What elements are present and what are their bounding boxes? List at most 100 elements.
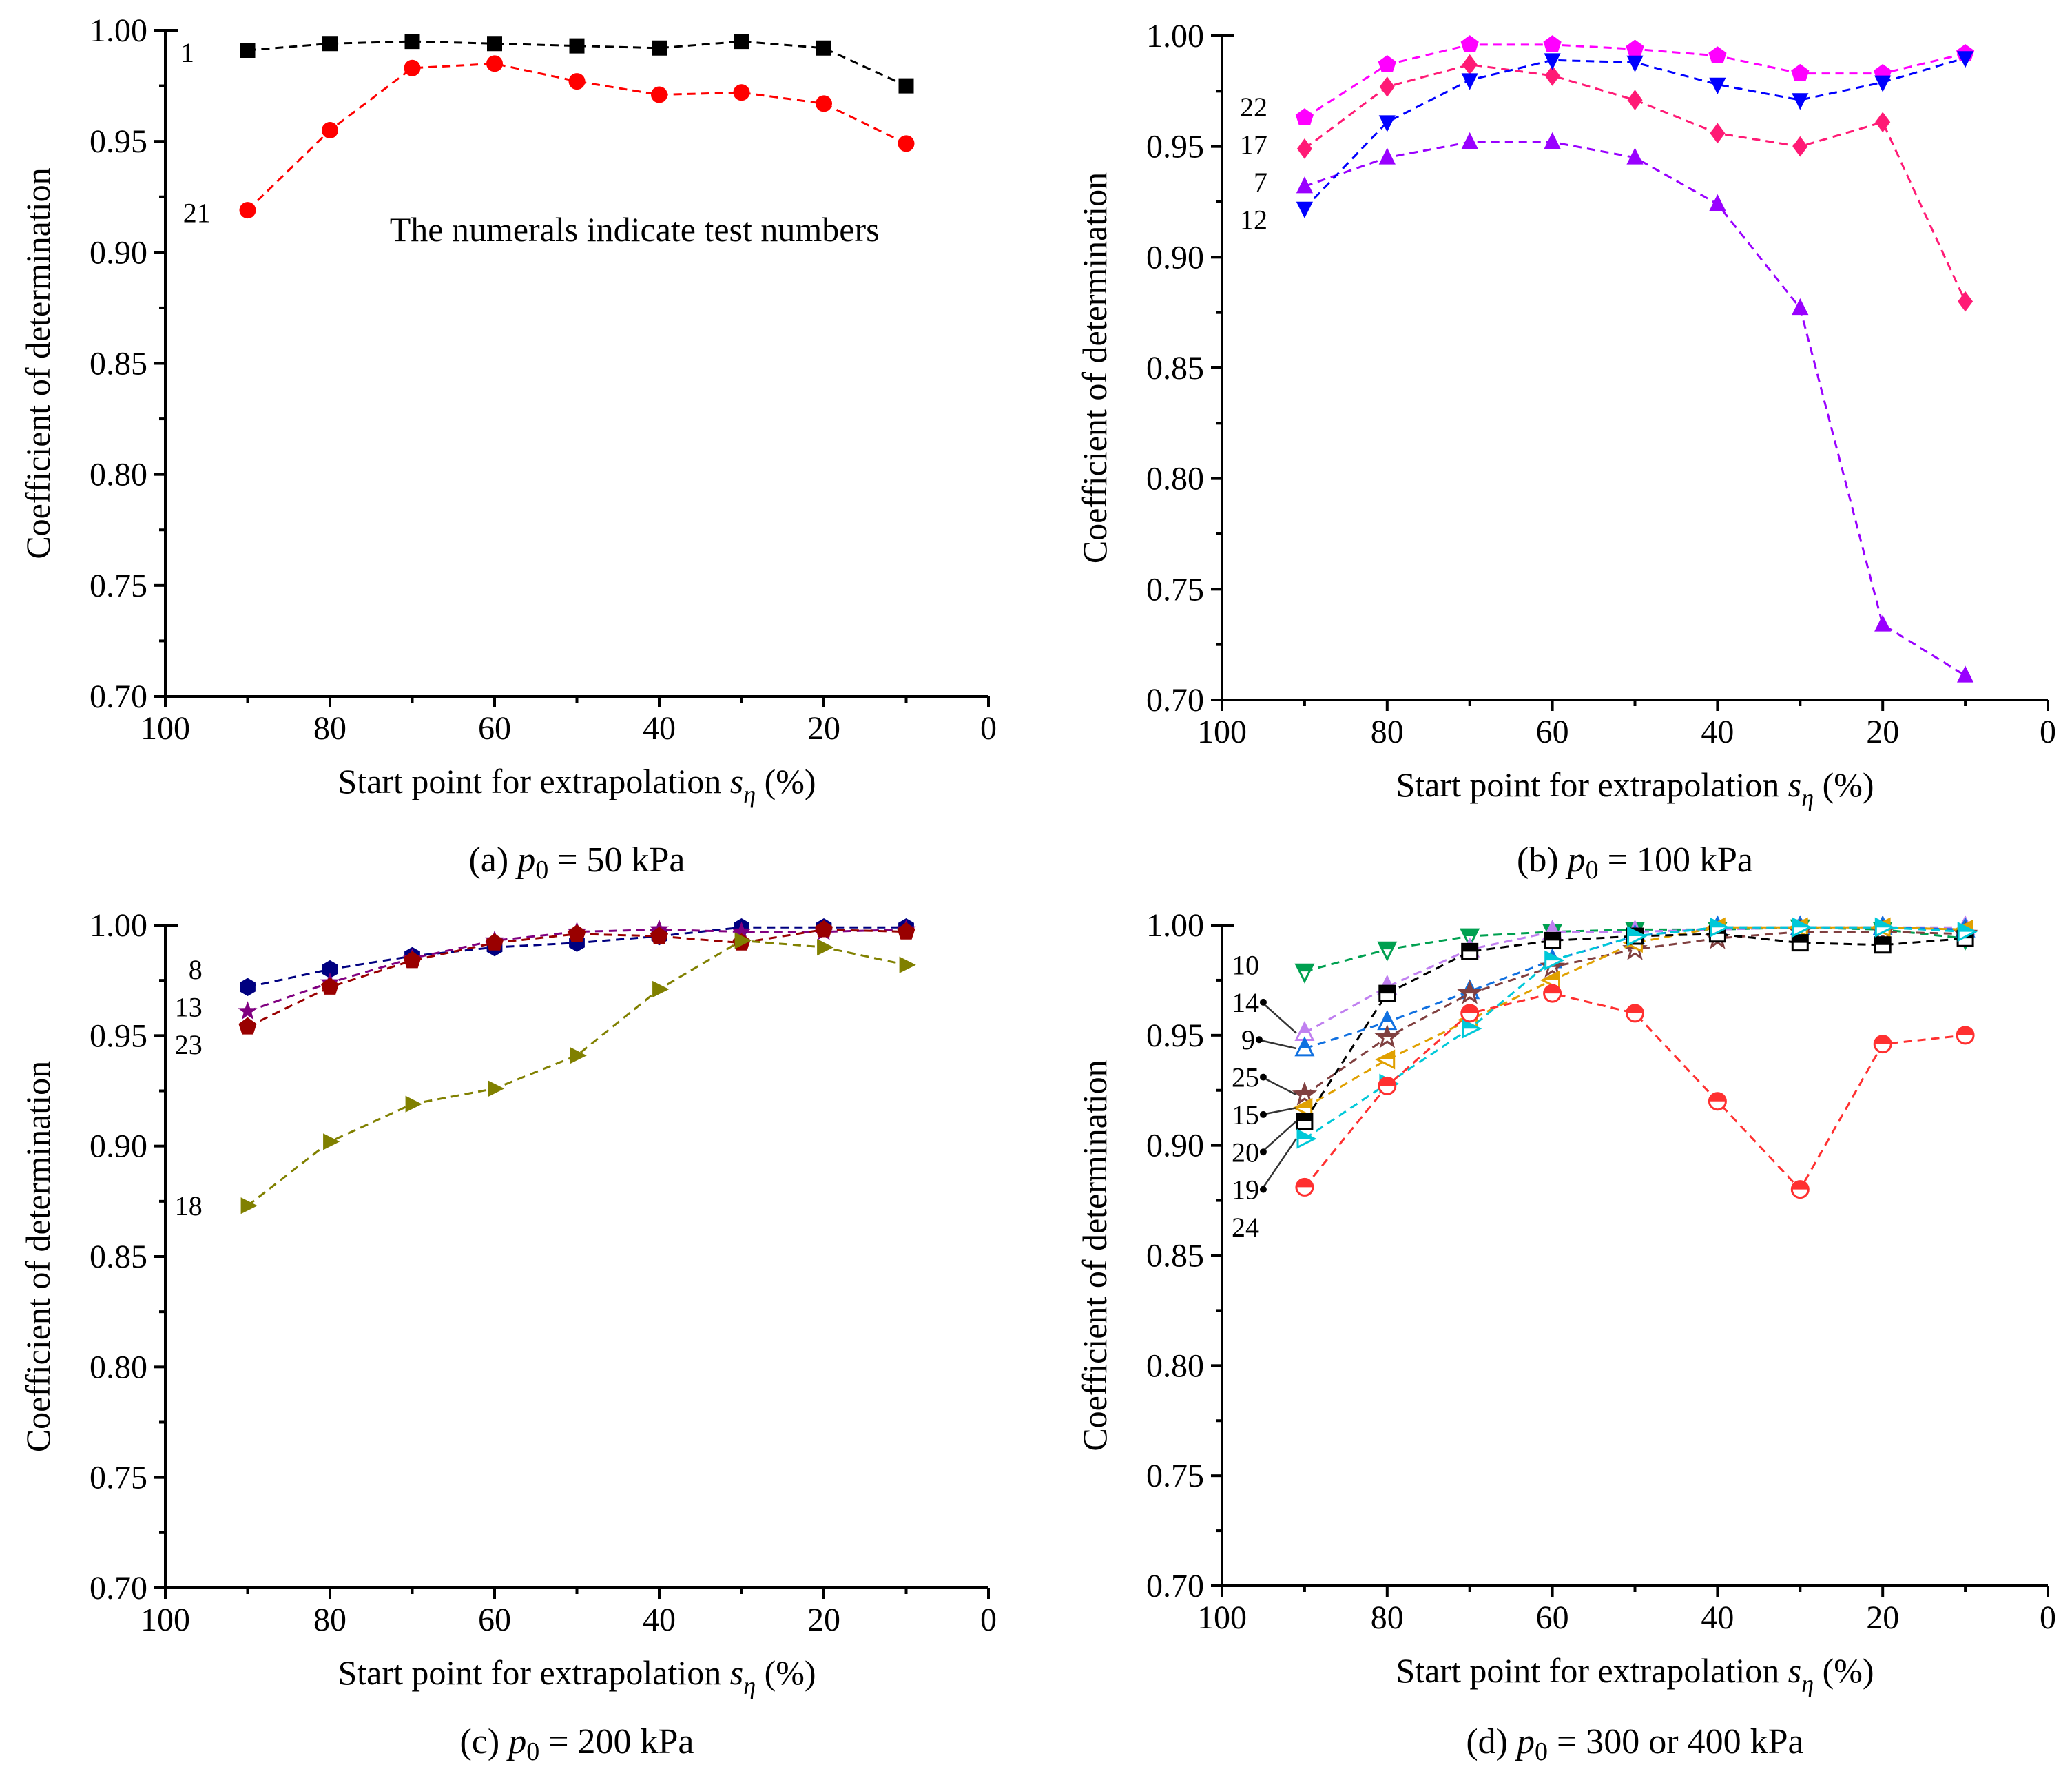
y-tick-label: 0.85 (90, 346, 147, 382)
series-line (1303, 56, 1966, 209)
data-point (732, 921, 752, 940)
data-point (1296, 201, 1313, 218)
caption-var: p (515, 840, 535, 880)
y-tick-label: 0.85 (1146, 350, 1204, 386)
data-point (1875, 112, 1891, 133)
data-point-half (1547, 922, 1557, 932)
y-tick-label: 0.80 (90, 1349, 147, 1385)
x-axis-label-sub: η (743, 780, 756, 808)
y-tick-label: 0.95 (90, 1017, 147, 1054)
data-point (403, 951, 422, 969)
data-point-half (1709, 1093, 1726, 1102)
x-tick-label: 20 (1866, 714, 1899, 750)
test-number-label: 10 (1232, 950, 1259, 981)
y-tick-label: 0.75 (1146, 571, 1204, 608)
x-axis-label-unit: (%) (756, 762, 816, 800)
x-axis-label-var: s (730, 762, 743, 800)
data-point (1958, 291, 1973, 312)
data-point (734, 34, 749, 50)
test-number-label: 15 (1232, 1099, 1259, 1130)
data-point (1709, 77, 1726, 94)
caption-sub: 0 (1586, 856, 1599, 885)
test-number-label: 17 (1240, 129, 1267, 160)
x-axis-label-unit: (%) (1814, 765, 1874, 804)
data-point (1543, 35, 1562, 52)
data-point-half (1957, 1026, 1974, 1035)
data-point-half (1460, 983, 1480, 994)
x-axis-label-text: Start point for extrapolation (338, 762, 729, 800)
data-point (1460, 35, 1479, 52)
y-tick-label: 0.75 (1146, 1458, 1204, 1494)
test-number-label: 18 (175, 1190, 203, 1221)
panel-a: 0.70 0.75 0.80 0.85 0.90 0.95 1.00 100 80 60 40 20 0… (19, 12, 997, 885)
y-tick-label: 1.00 (90, 907, 147, 944)
data-point (1378, 55, 1396, 72)
y-tick-label: 0.90 (1146, 1128, 1204, 1164)
x-tick-label: 0 (2040, 714, 2056, 750)
caption-rest: = 300 or 400 kPa (1548, 1722, 1804, 1761)
series-line (247, 939, 906, 1207)
test-number-label: 25 (1232, 1062, 1259, 1093)
data-point (1874, 75, 1892, 92)
label-arrow (1257, 1039, 1297, 1050)
data-point (1462, 54, 1478, 75)
data-point (485, 933, 504, 951)
x-axis-label-unit: (%) (756, 1653, 816, 1692)
data-point-half (1626, 1004, 1644, 1013)
x-tick-label: 0 (980, 710, 997, 747)
data-point-half (1874, 1035, 1892, 1044)
data-point (238, 1001, 258, 1020)
data-point (1874, 614, 1892, 632)
y-tick-label: 0.90 (1146, 239, 1204, 276)
series-line (1304, 926, 1966, 1140)
data-point (570, 1047, 587, 1064)
x-tick-label: 80 (1371, 714, 1404, 750)
data-point (1709, 194, 1726, 211)
label-arrow (1261, 1138, 1297, 1190)
test-number-label: 23 (175, 1029, 203, 1060)
data-point (488, 1080, 505, 1097)
data-point (238, 1017, 257, 1035)
series-14: 14 (1232, 915, 1976, 1041)
caption-var: p (506, 1722, 526, 1761)
data-point (1792, 136, 1808, 157)
data-point (1957, 665, 1974, 683)
label-arrow (1261, 1120, 1297, 1153)
series-line (1304, 141, 1966, 676)
test-number-label: 20 (1232, 1137, 1259, 1168)
series-8: 8 (189, 918, 914, 996)
data-point (651, 86, 667, 103)
x-axis-label-text: Start point for extrapolation (1396, 765, 1788, 804)
caption-var: p (1514, 1722, 1535, 1761)
data-point-half (1299, 1038, 1310, 1049)
caption-prefix: (b) (1517, 840, 1568, 880)
data-point (897, 922, 915, 940)
series-10: 10 (1232, 919, 1976, 984)
data-point (405, 1095, 422, 1113)
data-point (486, 55, 503, 72)
y-tick-label: 0.75 (90, 568, 147, 604)
caption-sub: 0 (526, 1737, 539, 1766)
data-point (239, 202, 256, 219)
x-axis-label-sub: η (1801, 784, 1814, 811)
x-axis-label: Start point for extrapolation sη (%) (1396, 765, 1874, 811)
x-tick-label: 40 (1701, 714, 1734, 750)
arrow-head-icon (1255, 1036, 1263, 1044)
series-line (1303, 933, 1966, 1122)
series-line (247, 928, 906, 1013)
data-point-half (1378, 942, 1396, 950)
x-axis-label-sub: η (1801, 1670, 1814, 1697)
arrow-head-icon (1259, 1073, 1267, 1081)
data-point (568, 73, 586, 90)
data-point (1461, 73, 1478, 90)
x-tick-label: 60 (478, 1602, 511, 1638)
test-number-label: 9 (1241, 1024, 1255, 1055)
test-number-label: 24 (1232, 1212, 1259, 1243)
series-19: 19 (1232, 917, 1978, 1206)
y-axis-label: Coefficient of determination (1075, 172, 1114, 563)
data-point (1626, 55, 1644, 72)
y-tick-label: 0.70 (90, 679, 147, 715)
label-arrow (1261, 1001, 1297, 1034)
